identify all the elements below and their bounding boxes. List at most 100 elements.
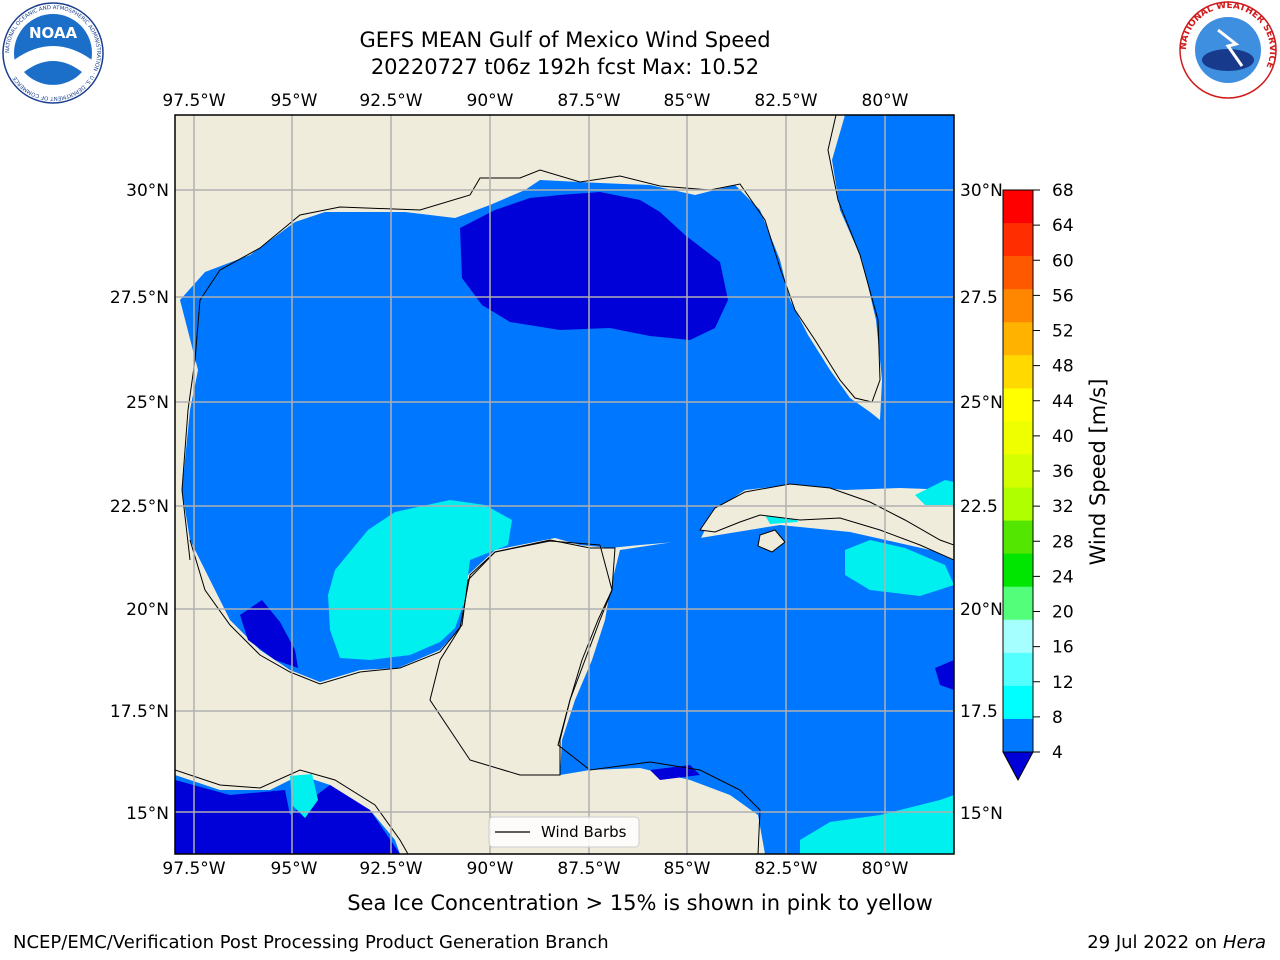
colorbar-label: Wind Speed [m/s] — [1086, 379, 1110, 566]
colorbar-tick-label: 16 — [1052, 638, 1074, 658]
wind-speed-map: 97.5°W 95°W 92.5°W 90°W 87.5°W 85°W 82.5… — [110, 91, 1110, 879]
lon-label: 97.5°W — [162, 859, 225, 879]
noaa-logo: NOAA NATIONAL OCEANIC AND ATMOSPHERIC AD… — [2, 2, 104, 104]
lat-label: 25°N — [960, 393, 1003, 413]
lon-label: 95°W — [271, 91, 318, 111]
lon-label: 95°W — [271, 859, 318, 879]
lon-label: 85°W — [664, 91, 711, 111]
coastline-pacific — [175, 769, 409, 854]
lon-labels-bottom: 97.5°W 95°W 92.5°W 90°W 87.5°W 85°W 82.5… — [162, 859, 908, 879]
colorbar-tick-label: 68 — [1052, 181, 1074, 201]
low-wind-region-pacific — [175, 780, 400, 854]
colorbar-cell — [1003, 223, 1033, 257]
colorbar-cell — [1003, 322, 1033, 356]
coastline-central-america — [557, 544, 761, 854]
lat-label: 20°N — [126, 600, 169, 620]
colorbar-cell — [1003, 652, 1033, 687]
colorbar: 68 64 60 56 52 48 44 40 36 32 28 24 20 16 12 8 4 Wind Sp… — [1002, 181, 1110, 782]
colorbar-tick-label: 24 — [1052, 567, 1074, 587]
colorbar-cell — [1003, 520, 1033, 555]
colorbar-cell — [1003, 421, 1033, 455]
land-cuba — [699, 483, 954, 561]
low-wind-region-bay-campeche — [240, 600, 298, 668]
colorbar-cell — [1003, 388, 1033, 422]
lat-label: 27.5 — [960, 288, 998, 308]
colorbar-tick-label: 48 — [1052, 357, 1074, 377]
map-frame — [174, 114, 955, 855]
lat-label: 15°N — [960, 804, 1003, 824]
lat-label: 20°N — [960, 600, 1003, 620]
lon-label: 87.5°W — [557, 91, 620, 111]
colorbar-tick-label: 44 — [1052, 392, 1074, 412]
lat-labels-left: 30°N 27.5°N 25°N 22.5°N 20°N 17.5°N 15°N — [110, 181, 169, 824]
lon-label: 97.5°W — [162, 91, 225, 111]
lat-label: 22.5°N — [110, 497, 169, 517]
colorbar-tick-label: 52 — [1052, 322, 1074, 342]
legend-label: Wind Barbs — [541, 823, 627, 841]
map-title: GEFS MEAN Gulf of Mexico Wind Speed — [359, 28, 771, 52]
noaa-text: NOAA — [29, 24, 78, 42]
colorbar-cell — [1003, 190, 1033, 224]
map-canvas — [175, 115, 954, 854]
low-wind-region-north — [460, 192, 728, 340]
atlantic-water — [832, 115, 954, 420]
footer-credit: NCEP/EMC/Verification Post Processing Pr… — [13, 932, 609, 953]
lat-label: 30°N — [126, 181, 169, 201]
lat-label: 15°N — [126, 804, 169, 824]
lon-labels-top: 97.5°W 95°W 92.5°W 90°W 87.5°W 85°W 82.5… — [162, 91, 908, 111]
colorbar-tick-label: 8 — [1052, 708, 1063, 728]
lat-label: 17.5°N — [110, 702, 169, 722]
lat-label: 30°N — [960, 181, 1003, 201]
colorbar-cell — [1003, 586, 1033, 621]
colorbar-cell — [1003, 487, 1033, 522]
colorbar-cell — [1003, 619, 1033, 654]
colorbar-tick-label: 56 — [1052, 286, 1074, 306]
high-wind-region-cuba — [845, 540, 954, 596]
lon-label: 90°W — [467, 859, 514, 879]
map-legend: Wind Barbs — [488, 816, 640, 848]
gridlines — [175, 115, 954, 854]
lat-label: 22.5 — [960, 497, 998, 517]
colorbar-cell — [1003, 553, 1033, 588]
colorbar-tick-label: 32 — [1052, 497, 1074, 517]
footer-date-text: 29 Jul 2022 on — [1087, 932, 1218, 953]
lon-label: 90°W — [467, 91, 514, 111]
colorbar-tick-label: 36 — [1052, 462, 1074, 482]
colorbar-tick-label: 4 — [1052, 743, 1063, 763]
lon-label: 80°W — [862, 859, 909, 879]
colorbar-tick-label: 28 — [1052, 532, 1074, 552]
colorbar-cell — [1003, 718, 1033, 753]
lat-label: 25°N — [126, 393, 169, 413]
colorbar-cell — [1003, 256, 1033, 290]
colorbar-tick-label: 40 — [1052, 427, 1074, 447]
colorbar-ticks: 68 64 60 56 52 48 44 40 36 32 28 24 20 16 12 8 4 — [1033, 181, 1074, 763]
lon-label: 85°W — [664, 859, 711, 879]
colorbar-cell — [1003, 685, 1033, 720]
footer-date: 29 Jul 2022 on Hera — [1087, 932, 1266, 953]
map-subtitle: 20220727 t06z 192h fcst Max: 10.52 — [370, 55, 760, 79]
lat-label: 17.5 — [960, 702, 998, 722]
high-wind-region-tehuantepec — [290, 774, 318, 818]
coastline-gulf — [181, 115, 881, 561]
lon-label: 82.5°W — [754, 859, 817, 879]
sea-ice-caption: Sea Ice Concentration > 15% is shown in … — [347, 891, 933, 915]
colorbar-tick-label: 64 — [1052, 216, 1074, 236]
colorbar-cells — [1003, 190, 1033, 753]
colorbar-tick-label: 12 — [1052, 673, 1074, 693]
colorbar-tick-label: 20 — [1052, 603, 1074, 623]
nws-logo: NATIONAL WEATHER SERVICE — [1179, 1, 1277, 99]
high-wind-region-bahamas — [915, 480, 954, 505]
colorbar-cell — [1003, 454, 1033, 489]
high-wind-region-yucatan — [328, 500, 512, 660]
high-wind-region-southeast — [800, 795, 954, 854]
lon-label: 87.5°W — [557, 859, 620, 879]
land-isle-of-youth — [757, 529, 786, 553]
lat-labels-right: 30°N 27.5 25°N 22.5 20°N 17.5 15°N — [960, 181, 1003, 824]
lon-label: 82.5°W — [754, 91, 817, 111]
lon-label: 92.5°W — [359, 859, 422, 879]
low-wind-region-east — [935, 660, 954, 690]
colorbar-tick-label: 60 — [1052, 251, 1074, 271]
colorbar-cell — [1003, 355, 1033, 389]
colorbar-extend — [1002, 751, 1034, 782]
lon-label: 92.5°W — [359, 91, 422, 111]
